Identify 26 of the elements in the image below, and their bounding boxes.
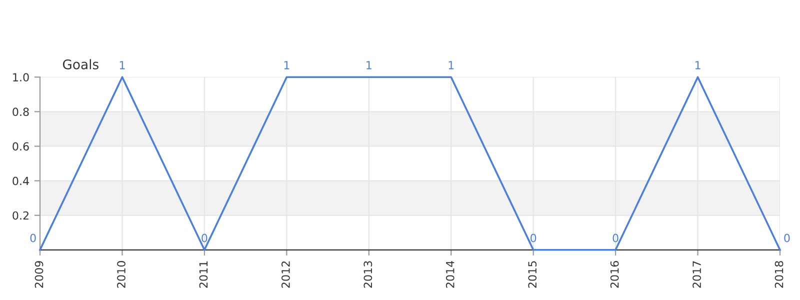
x-tick-label: 2009 (34, 261, 44, 288)
y-tick-label: 0.8 (12, 108, 29, 116)
x-tick-label: 2011 (199, 261, 208, 288)
data-label: 1 (448, 61, 454, 70)
data-label: 0 (612, 234, 618, 242)
data-label: 1 (284, 61, 290, 70)
y-tick-label: 0.6 (12, 142, 29, 151)
data-label: 0 (30, 234, 36, 242)
x-tick-label: 2018 (774, 261, 784, 288)
x-tick-label: 2013 (364, 261, 372, 288)
data-label: 1 (366, 61, 372, 70)
x-tick-label: 2010 (117, 261, 126, 288)
data-label: 1 (120, 61, 125, 70)
y-tick-label: 1.0 (13, 73, 29, 82)
y-tick-label: 0.4 (12, 176, 29, 186)
y-tick-label: 0.2 (12, 211, 28, 220)
x-tick-label: 2016 (610, 261, 619, 288)
x-tick-label: 2014 (446, 260, 454, 288)
y-axis-title: Goals (62, 59, 98, 70)
data-label: 0 (202, 234, 208, 242)
x-tick-label: 2017 (692, 261, 701, 288)
x-tick-label: 2012 (281, 261, 290, 288)
x-tick-label: 2015 (528, 261, 537, 288)
data-label: 0 (530, 234, 536, 242)
data-label: 1 (695, 61, 700, 70)
data-label: 0 (784, 234, 790, 242)
